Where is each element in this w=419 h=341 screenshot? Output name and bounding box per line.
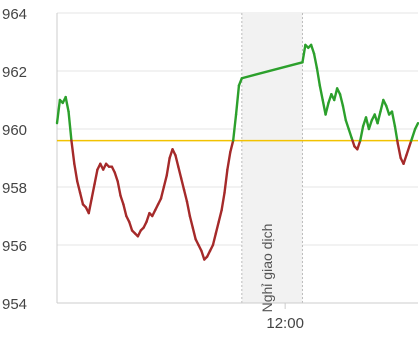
break-label: Nghỉ giao dịch <box>259 224 275 313</box>
y-tick-label: 962 <box>2 64 27 81</box>
y-tick-label: 954 <box>2 296 27 313</box>
trading-break-band: Nghỉ giao dịch <box>242 13 303 312</box>
y-tick-label: 956 <box>2 238 27 255</box>
y-tick-label: 964 <box>2 6 27 23</box>
x-tick-label: 12:00 <box>266 315 304 332</box>
y-tick-label: 958 <box>2 180 27 197</box>
y-tick-label: 960 <box>2 122 27 139</box>
